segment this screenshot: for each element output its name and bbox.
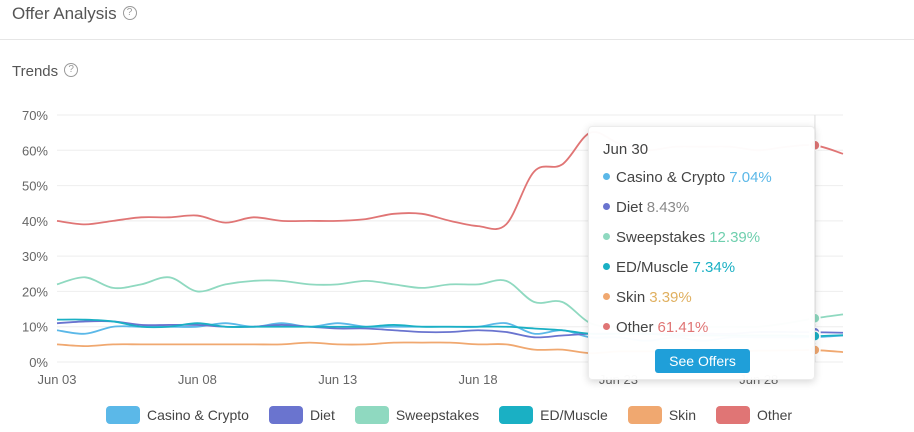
tooltip-row: Sweepstakes 12.39%	[603, 229, 760, 251]
legend-label: Diet	[309, 407, 335, 423]
legend-label: Casino & Crypto	[147, 407, 249, 423]
tooltip-series-name: Sweepstakes	[616, 229, 706, 246]
tooltip-series-name: Skin	[616, 289, 646, 306]
see-offers-button[interactable]: See Offers	[655, 349, 750, 373]
y-tick-label: 0%	[29, 355, 48, 370]
legend-item-ed-muscle[interactable]: ED/Muscle	[499, 406, 608, 424]
tooltip-row: Skin 3.39%	[603, 289, 692, 311]
series-dot-icon	[603, 172, 610, 180]
y-tick-label: 10%	[22, 320, 48, 335]
trends-title: Trends	[12, 63, 59, 80]
legend-swatch	[499, 406, 534, 424]
tooltip-series-name: ED/Muscle	[616, 259, 689, 276]
help-icon[interactable]: ?	[122, 5, 137, 20]
legend-label: Other	[757, 407, 793, 423]
tooltip-series-name: Diet	[616, 199, 643, 216]
trends-help-icon[interactable]: ?	[64, 63, 79, 78]
page-title: Offer Analysis	[12, 4, 117, 23]
header: Offer Analysis?	[0, 0, 914, 40]
legend-item-diet[interactable]: Diet	[268, 406, 335, 424]
legend-item-skin[interactable]: Skin	[627, 406, 697, 424]
series-dot-icon	[603, 232, 610, 240]
tooltip-series-name: Other	[616, 319, 654, 336]
tooltip-series-value: 7.34%	[692, 259, 736, 276]
x-tick-label: Jun 13	[318, 372, 357, 387]
y-tick-label: 60%	[22, 143, 48, 158]
legend-label: ED/Muscle	[540, 407, 608, 423]
y-axis: 0% 10% 20% 30% 40% 50% 60% 70%	[22, 108, 48, 370]
page-title-wrap: Offer Analysis?	[12, 4, 137, 24]
series-dot-icon	[603, 262, 610, 270]
tooltip-series-value: 61.41%	[657, 319, 709, 336]
tooltip-series-value: 3.39%	[649, 289, 692, 306]
tooltip-series-value: 12.39%	[709, 229, 761, 246]
tooltip-row: Diet 8.43%	[603, 199, 689, 221]
tooltip-row: ED/Muscle 7.34%	[603, 259, 735, 281]
series-dot-icon	[603, 202, 610, 210]
tooltip-row: Other 61.41%	[603, 319, 708, 341]
legend-swatch	[627, 406, 662, 424]
x-tick-label: Jun 08	[178, 372, 217, 387]
chart-tooltip: Jun 30 Casino & Crypto 7.04% Diet 8.43% Swee…	[588, 126, 815, 380]
legend-label: Sweepstakes	[395, 407, 480, 423]
legend-item-other[interactable]: Other	[716, 406, 792, 424]
series-dot-icon	[603, 292, 610, 300]
legend-swatch	[268, 406, 303, 424]
legend-label: Skin	[668, 407, 697, 423]
chart-legend: Casino & Crypto Diet Sweepstakes ED/Muscle S…	[106, 404, 812, 426]
legend-swatch	[106, 406, 140, 424]
tooltip-series-name: Casino & Crypto	[616, 169, 726, 186]
y-tick-label: 70%	[22, 108, 48, 123]
legend-swatch	[354, 406, 389, 424]
y-tick-label: 40%	[22, 214, 48, 229]
trends-title-wrap: Trends?	[12, 63, 79, 80]
x-tick-label: Jun 03	[37, 372, 76, 387]
x-tick-label: Jun 18	[459, 372, 498, 387]
legend-swatch	[716, 406, 751, 424]
legend-item-casino-crypto[interactable]: Casino & Crypto	[106, 406, 249, 424]
tooltip-series-value: 7.04%	[729, 169, 772, 186]
y-tick-label: 30%	[22, 249, 48, 264]
y-tick-label: 20%	[22, 284, 48, 299]
tooltip-series-value: 8.43%	[646, 199, 690, 216]
tooltip-date: Jun 30	[603, 141, 649, 158]
y-tick-label: 50%	[22, 179, 48, 194]
legend-item-sweepstakes[interactable]: Sweepstakes	[354, 406, 480, 424]
series-dot-icon	[603, 322, 610, 330]
tooltip-row: Casino & Crypto 7.04%	[603, 169, 772, 191]
